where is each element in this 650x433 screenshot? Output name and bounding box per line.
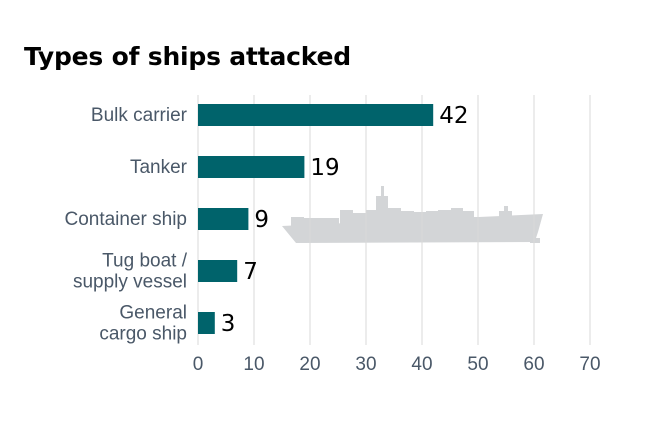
category-label: Bulk carrier xyxy=(91,105,188,126)
x-tick-label: 30 xyxy=(355,354,376,375)
labels: 0 10 20 30 40 50 60 70 42 Bulk carrier 19 Tanker 9 Co… xyxy=(64,103,600,375)
category-label: Tanker xyxy=(130,157,188,178)
x-tick-label: 50 xyxy=(467,354,488,375)
category-label: supply vessel xyxy=(73,272,187,293)
ship-silhouette-icon xyxy=(282,186,543,243)
category-label: Tug boat / xyxy=(102,251,188,272)
bars xyxy=(198,104,434,334)
bar xyxy=(198,260,238,282)
bar xyxy=(198,156,305,178)
data-label: 3 xyxy=(221,311,236,337)
x-tick-label: 20 xyxy=(299,354,320,375)
x-tick-label: 70 xyxy=(579,354,600,375)
data-label: 9 xyxy=(254,207,269,233)
category-label: General xyxy=(119,303,187,324)
x-tick-label: 0 xyxy=(193,354,204,375)
category-label: cargo ship xyxy=(99,324,187,345)
chart-title: Types of ships attacked xyxy=(24,42,351,71)
bar xyxy=(198,104,434,126)
grid-lines xyxy=(197,95,591,345)
x-tick-label: 60 xyxy=(523,354,544,375)
data-label: 42 xyxy=(439,103,468,129)
data-label: 19 xyxy=(310,155,339,181)
category-label: Container ship xyxy=(64,209,187,230)
x-tick-label: 40 xyxy=(411,354,432,375)
bar xyxy=(198,312,215,334)
x-tick-label: 10 xyxy=(243,354,264,375)
data-label: 7 xyxy=(243,259,258,285)
bar xyxy=(198,208,249,230)
